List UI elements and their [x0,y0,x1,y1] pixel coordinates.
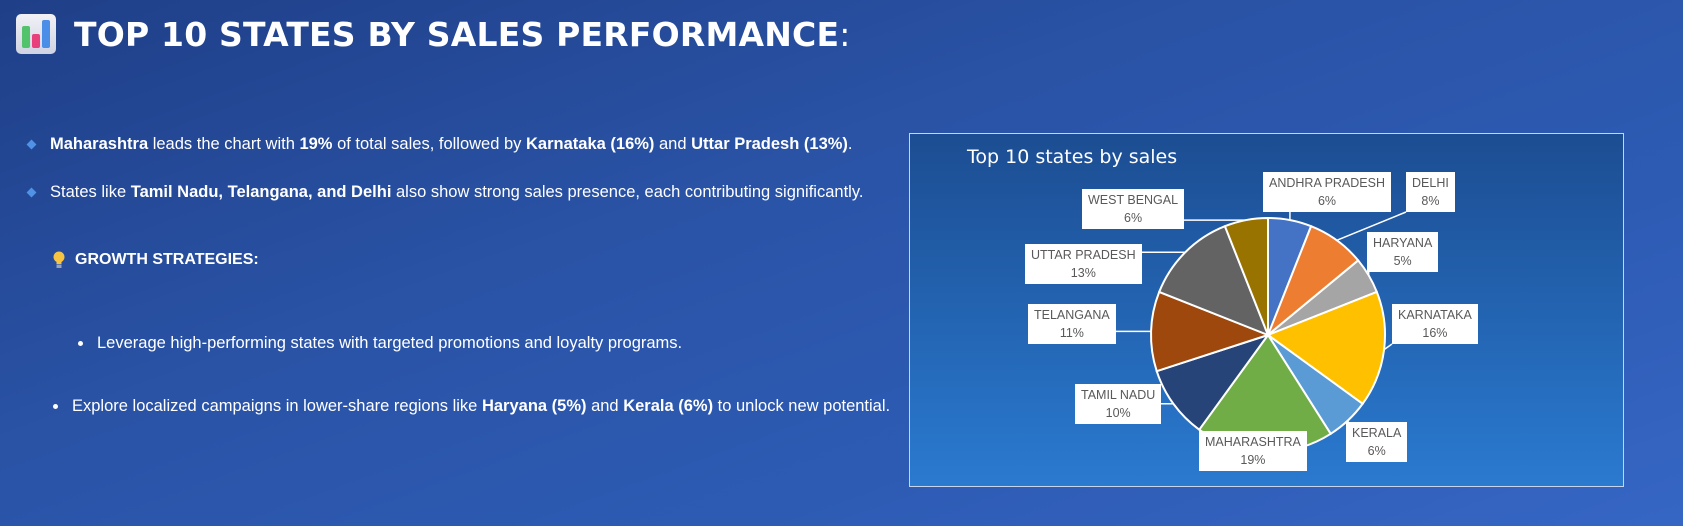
insight-item: Maharashtra leads the chart with 19% of … [26,135,853,154]
data-label-category: UTTAR PRADESH [1031,248,1136,262]
strategy-text: Leverage high-performing states with tar… [97,334,682,353]
diamond-bullet-icon [26,139,37,150]
leader-line [1336,211,1407,242]
insight-item: States like Tamil Nadu, Telangana, and D… [26,183,863,202]
pie-chart-svg [1116,211,1407,453]
text-segment: . [847,135,853,153]
growth-strategies-heading: GROWTH STRATEGIES: [53,251,259,269]
page-title: TOP 10 STATES BY SALES PERFORMANCE: [74,14,851,54]
data-label-category: MAHARASHTRA [1205,435,1301,449]
pie-slice [1223,216,1269,336]
text-segment: leads the chart with [148,135,300,153]
data-label: TAMIL NADU 10% [1075,384,1162,424]
leader-line [1383,343,1393,351]
diamond-bullet-icon [26,187,37,198]
data-label-value: 6% [1317,194,1337,208]
bar-chart-icon [16,14,56,54]
bullet-dot-icon [53,404,58,409]
data-label-category: DELHI [1412,176,1449,190]
data-label-value: 10% [1105,406,1131,420]
data-label: UTTAR PRADESH 13% [1025,244,1142,284]
data-label-category: HARYANA [1373,236,1433,250]
text-segment: States like [50,183,131,201]
data-label-category: WEST BENGAL [1088,193,1179,207]
strategy-item: Leverage high-performing states with tar… [78,334,682,353]
text-segment: Kerala (6%) [623,397,714,415]
text-segment: to unlock new potential. [713,397,891,415]
data-label-value: 5% [1393,254,1412,268]
growth-heading-text: GROWTH STRATEGIES: [75,251,259,268]
data-label: KARNATAKA 16% [1392,304,1478,344]
text-segment: Uttar Pradesh (13%) [691,135,848,153]
text-segment: also show strong sales presence, each co… [391,183,864,201]
insight-text: States like Tamil Nadu, Telangana, and D… [50,183,863,202]
text-segment: 19% [299,135,333,153]
insight-text: Maharashtra leads the chart with 19% of … [50,135,853,154]
text-segment: Karnataka (16%) [526,135,655,153]
text-segment: Explore localized campaigns in lower-sha… [72,397,482,415]
data-label: TELANGANA 11% [1028,304,1116,344]
data-label-category: ANDHRA PRADESH [1269,176,1385,190]
text-segment: Leverage high-performing states with tar… [97,334,683,352]
data-label-value: 13% [1070,266,1096,280]
text-segment: and [586,397,624,415]
text-segment: Haryana (5%) [481,397,587,415]
data-label-category: KERALA [1352,426,1402,440]
data-label-value: 6% [1124,211,1143,225]
data-label: DELHI 8% [1406,172,1455,212]
text-segment: Tamil Nadu, Telangana, and Delhi [130,183,392,201]
data-label: MAHARASHTRA 19% [1199,431,1307,471]
pie-slice [1150,290,1271,373]
text-segment: Maharashtra [50,135,149,153]
pie-slice [1155,333,1271,432]
pie-chart: Top 10 states by sales ANDHRA PRADESH 6% D… [909,133,1624,487]
data-label-value: 19% [1240,453,1266,467]
lightbulb-icon [53,251,65,268]
strategy-item: Explore localized campaigns in lower-sha… [53,397,890,416]
chart-title: Top 10 states by sales [967,146,1178,168]
header: TOP 10 STATES BY SALES PERFORMANCE: [16,14,851,54]
data-label: ANDHRA PRADESH 6% [1263,172,1391,212]
pie-slice [1157,224,1270,337]
data-label: WEST BENGAL 6% [1082,189,1185,229]
data-label-category: TELANGANA [1034,308,1110,322]
data-label-value: 6% [1367,444,1386,458]
data-label-category: KARNATAKA [1398,308,1472,322]
data-label-category: TAMIL NADU [1081,388,1156,402]
text-segment: of total sales, followed by [332,135,527,153]
data-label-value: 11% [1059,326,1084,340]
data-label: KERALA 6% [1346,422,1408,462]
text-segment: and [654,135,692,153]
data-label: HARYANA 5% [1367,232,1439,272]
data-label-value: 8% [1421,194,1440,208]
strategy-text: Explore localized campaigns in lower-sha… [72,397,890,416]
bullet-dot-icon [78,341,83,346]
data-label-value: 16% [1422,326,1448,340]
